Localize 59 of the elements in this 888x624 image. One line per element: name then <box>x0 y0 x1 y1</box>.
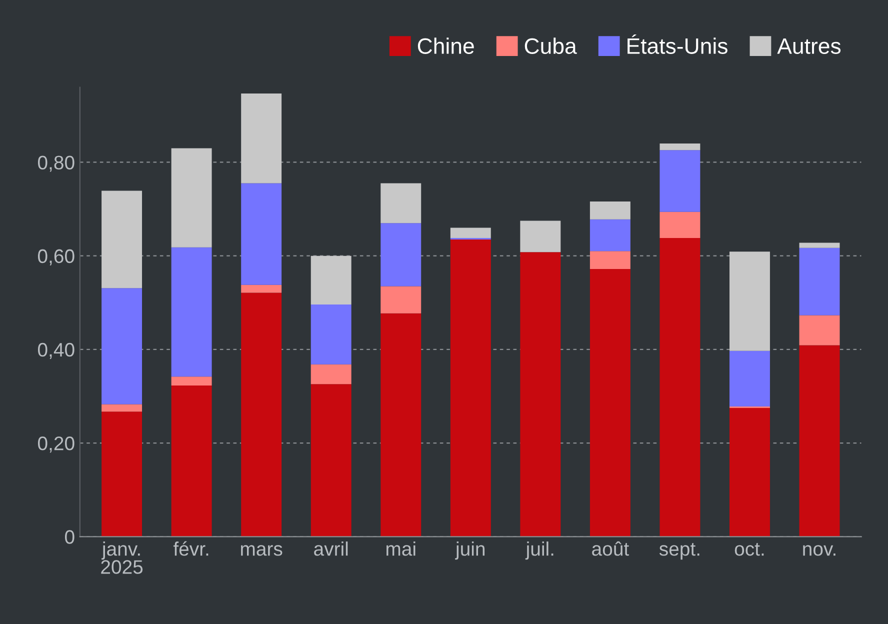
bar <box>171 148 212 248</box>
x-tick-label: févr. <box>173 541 208 556</box>
bar <box>590 251 630 269</box>
bar <box>520 252 561 537</box>
y-tick-label: 0,20 <box>38 436 74 453</box>
legend-label: États-Unis <box>628 34 728 54</box>
bar <box>799 345 840 537</box>
bar <box>799 242 840 248</box>
bar <box>729 408 770 537</box>
bar <box>660 238 700 537</box>
bar <box>799 248 840 316</box>
x-tick-label: avril <box>314 542 348 556</box>
bar <box>171 385 212 537</box>
bar <box>102 190 142 288</box>
bar <box>102 288 142 404</box>
bar <box>102 412 142 537</box>
bar <box>590 219 630 252</box>
x-tick-label: janv. 2025 <box>101 542 143 574</box>
x-tick-label: nov. <box>803 545 836 556</box>
x-tick-label: sept. <box>659 543 700 560</box>
x-tick-label: juil. <box>525 542 554 560</box>
bar <box>729 252 770 351</box>
bar <box>380 223 422 286</box>
bar <box>171 247 212 377</box>
y-tick-label: 0,80 <box>38 156 74 172</box>
y-tick-label: 0 <box>65 530 74 544</box>
legend-label: Chine <box>418 38 474 54</box>
legend-label: Autres <box>777 38 841 54</box>
legend-label: Cuba <box>524 38 577 54</box>
x-tick-label: août <box>592 541 629 556</box>
bar <box>310 384 352 537</box>
bar <box>380 286 422 314</box>
bar <box>450 228 491 238</box>
x-tick-label: mars <box>241 545 282 556</box>
bar <box>520 220 561 252</box>
bar <box>660 150 700 212</box>
x-tick-label: oct. <box>734 543 764 556</box>
bar <box>590 268 630 537</box>
bar <box>310 304 352 364</box>
y-tick-label: 0,60 <box>38 249 74 266</box>
bar <box>102 404 142 412</box>
bar <box>310 256 352 305</box>
bar <box>380 183 422 224</box>
bar <box>450 239 491 537</box>
bar <box>380 313 422 537</box>
bar <box>590 202 630 220</box>
bar <box>241 292 282 537</box>
bar <box>171 376 212 386</box>
x-tick-label: juin <box>455 542 485 560</box>
bar <box>241 183 282 285</box>
y-tick-label: 0,40 <box>38 342 74 359</box>
bar <box>241 93 282 184</box>
bar <box>241 284 282 293</box>
x-tick-label: mai <box>386 542 416 556</box>
bar <box>310 364 352 384</box>
bar <box>660 212 700 238</box>
bar <box>660 144 700 150</box>
bar <box>729 350 770 407</box>
bar <box>799 315 840 346</box>
